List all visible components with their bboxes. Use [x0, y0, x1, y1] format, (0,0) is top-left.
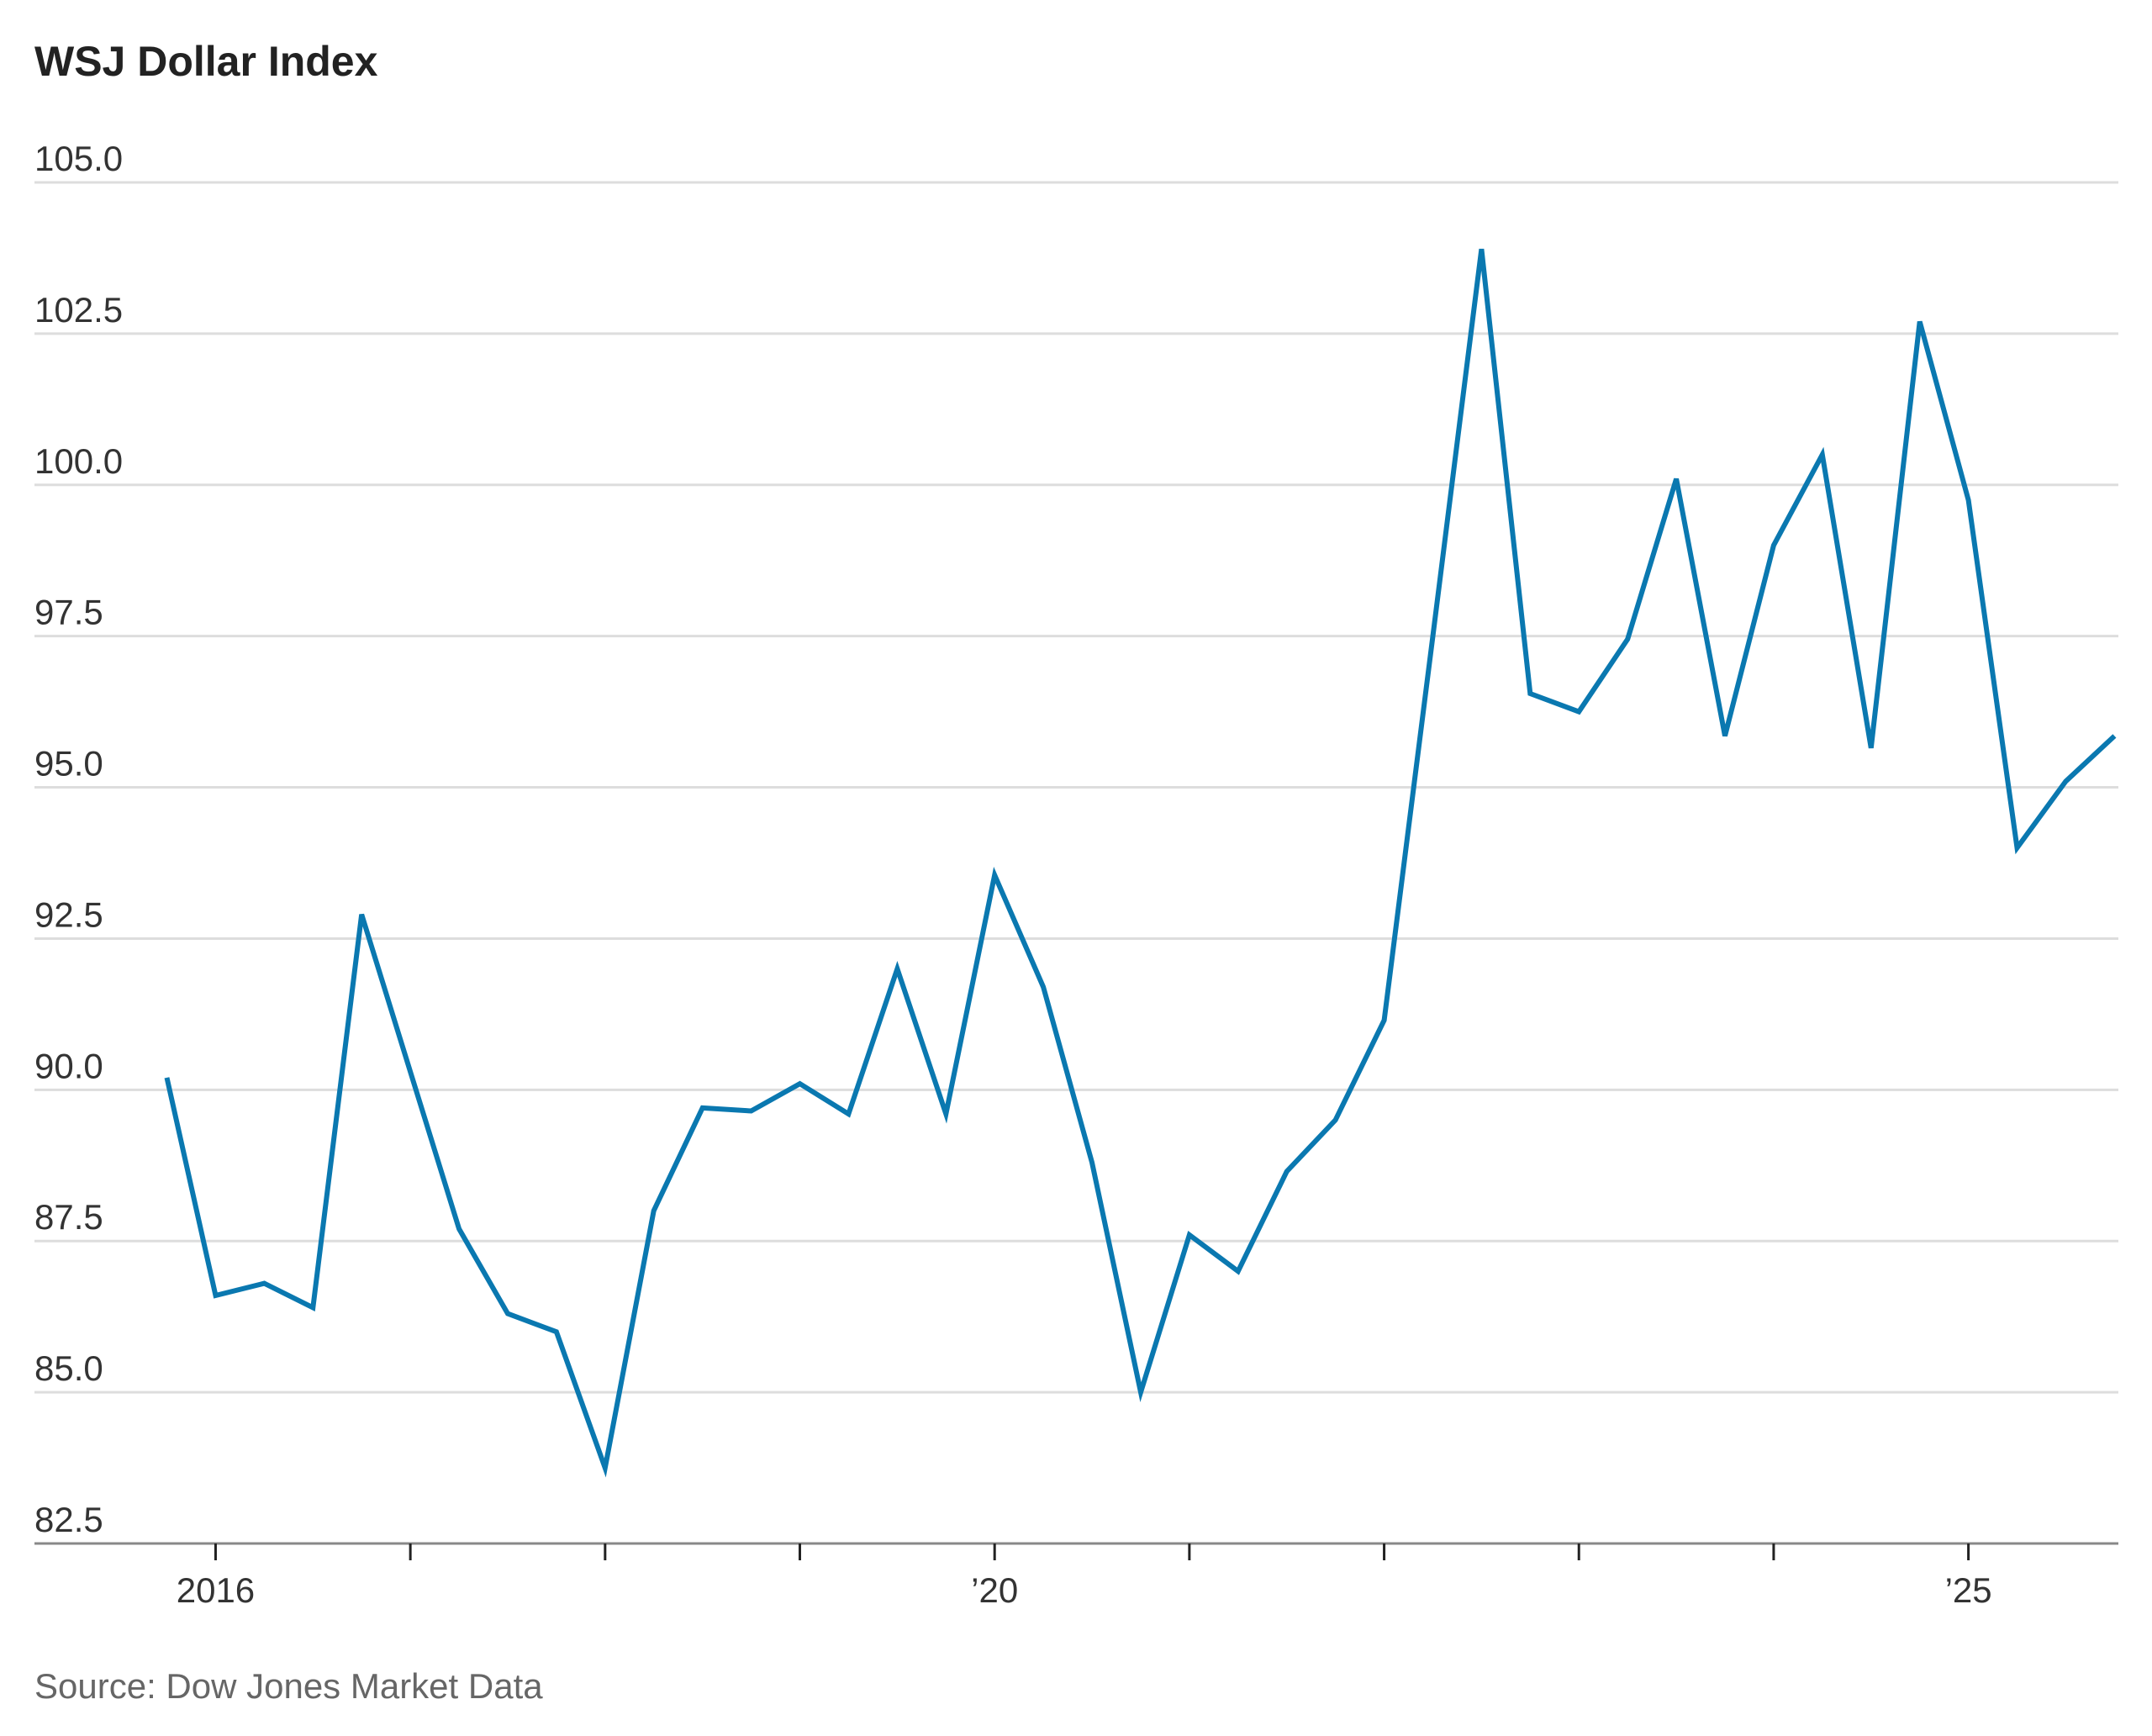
- y-tick-label: 92.5: [34, 894, 103, 934]
- y-tick-label: 87.5: [34, 1197, 103, 1237]
- y-tick-label: 102.5: [34, 290, 123, 330]
- chart-title: WSJ Dollar Index: [34, 38, 378, 85]
- x-tick-label: 2016: [177, 1570, 255, 1610]
- y-tick-label: 100.0: [34, 441, 123, 481]
- y-tick-label: 105.0: [34, 139, 123, 178]
- y-tick-label: 90.0: [34, 1046, 103, 1085]
- y-tick-label: 97.5: [34, 593, 103, 632]
- x-tick-label: ’25: [1945, 1570, 1992, 1610]
- x-tick-label: ’20: [971, 1570, 1018, 1610]
- source-note: Source: Dow Jones Market Data: [34, 1666, 543, 1706]
- y-tick-label: 85.0: [34, 1348, 103, 1388]
- y-tick-label: 82.5: [34, 1500, 103, 1539]
- data-line: [164, 248, 2117, 1478]
- y-tick-label: 95.0: [34, 744, 103, 784]
